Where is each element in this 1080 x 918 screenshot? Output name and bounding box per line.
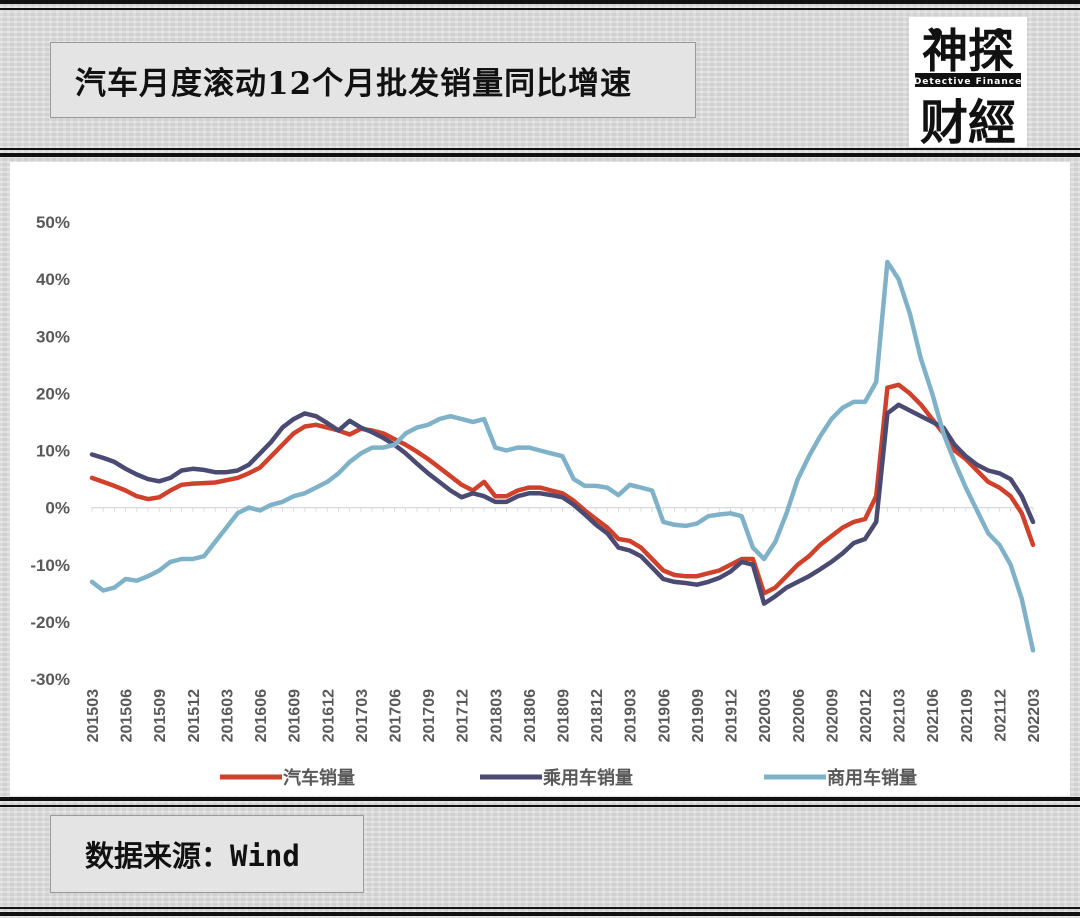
x-tick-label: 201712 xyxy=(455,689,472,742)
x-tick-label: 201806 xyxy=(522,689,539,742)
y-tick-label: -10% xyxy=(30,556,70,575)
y-axis: 50% 40% 30% 20% 10% 0% -10% -20% -30% xyxy=(30,213,70,689)
y-tick-label: 30% xyxy=(36,327,70,346)
upper-rule-thin xyxy=(0,148,1080,150)
page-title: 汽车月度滚动12个月批发销量同比增速 xyxy=(50,42,696,118)
series-line-1 xyxy=(89,382,1036,596)
legend-label: 商用车销量 xyxy=(827,767,917,789)
x-tick-label: 201809 xyxy=(556,689,573,742)
x-tick-label: 201603 xyxy=(219,689,236,742)
legend-label: 汽车销量 xyxy=(283,767,355,789)
x-tick-label: 202109 xyxy=(959,689,976,742)
x-tick-label: 201609 xyxy=(287,689,304,742)
x-tick-label: 201509 xyxy=(152,689,169,742)
top-rule-thick xyxy=(0,0,1080,4)
top-rule-thin xyxy=(0,8,1080,10)
x-tick-label: 201703 xyxy=(354,689,371,742)
legend-label: 乘用车销量 xyxy=(542,767,633,789)
x-tick-label: 201709 xyxy=(421,689,438,742)
x-tick-label: 201803 xyxy=(488,689,505,742)
x-tick-label: 202103 xyxy=(892,689,909,742)
x-tick-label: 202003 xyxy=(757,689,774,742)
logo-graphic: 神探 Detective Finance 财經 xyxy=(909,17,1027,151)
x-tick-label: 201906 xyxy=(656,689,673,742)
series-lines xyxy=(89,259,1036,653)
x-tick-label: 202009 xyxy=(824,689,841,742)
source-text: 数据来源：Wind xyxy=(85,839,300,873)
x-tick-label: 201812 xyxy=(589,689,606,742)
x-tick-label: 201612 xyxy=(320,689,337,742)
x-tick-label: 202012 xyxy=(858,689,875,742)
logo-text-bottom: 财經 xyxy=(920,95,1016,147)
x-tick-label: 201606 xyxy=(253,689,270,742)
x-tick-label: 202203 xyxy=(1026,689,1043,742)
series-line-2 xyxy=(89,402,1036,606)
lower-rule-thick xyxy=(0,797,1080,801)
legend: 汽车销量 乘用车销量 商用车销量 xyxy=(220,767,917,789)
line-chart: 50%40%30%20%10%0%-10%-20%-30% 201503 2015… xyxy=(30,213,1043,789)
x-tick-label: 201512 xyxy=(186,689,203,742)
x-tick-label: 201903 xyxy=(623,689,640,742)
bottom-rule-thick xyxy=(0,912,1080,916)
upper-rule-thick xyxy=(0,153,1080,157)
y-tick-label: -20% xyxy=(30,613,70,632)
logo: 神探 Detective Finance 财經 xyxy=(909,17,1027,151)
chart-panel: 50% 40% 30% 20% 10% 0% -10% -20% -30% 201503 2015… xyxy=(10,162,1070,796)
x-tick-label: 201706 xyxy=(387,689,404,742)
x-tick-label: 201503 xyxy=(85,689,102,742)
x-axis: 201503 201506 201509 201512 201603 201606 2016… xyxy=(85,689,1043,742)
page-title-text: 汽车月度滚动12个月批发销量同比增速 xyxy=(75,65,633,102)
y-tick-label: 0% xyxy=(45,499,70,518)
x-tick-label: 202106 xyxy=(925,689,942,742)
x-tick-label: 201912 xyxy=(724,689,741,742)
x-tick-label: 202006 xyxy=(791,689,808,742)
y-tick-label: 50% xyxy=(36,213,70,232)
x-tick-label: 202112 xyxy=(992,689,1009,742)
x-tick-label: 201909 xyxy=(690,689,707,742)
y-tick-label: 10% xyxy=(36,442,70,461)
logo-text-mid: Detective Finance xyxy=(914,77,1022,87)
source-note: 数据来源：Wind xyxy=(50,815,364,893)
y-tick-label: -30% xyxy=(30,670,70,689)
y-tick-label: 40% xyxy=(36,270,70,289)
y-tick-label: 20% xyxy=(36,384,70,403)
lower-rule-thin xyxy=(0,805,1080,807)
bottom-rule-thin xyxy=(0,907,1080,909)
x-tick-label: 201506 xyxy=(119,689,136,742)
zero-baseline xyxy=(91,507,1034,512)
series-line-3 xyxy=(89,259,1036,653)
